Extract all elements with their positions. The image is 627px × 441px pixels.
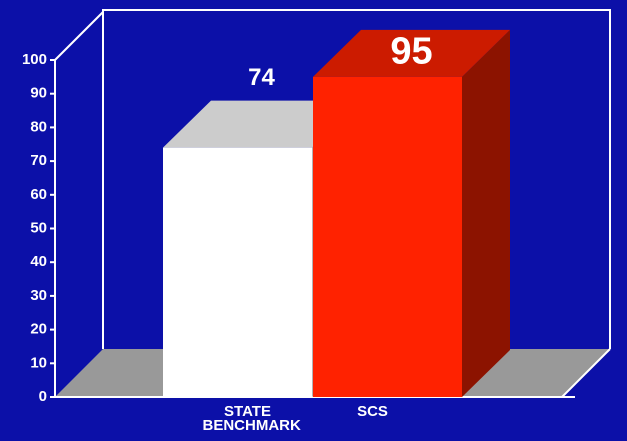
y-tick-label: 50 (30, 219, 47, 236)
y-tick-label: 20 (30, 321, 47, 338)
bar-top (313, 29, 510, 77)
bar (313, 76, 462, 397)
y-tick-label: 0 (39, 388, 47, 405)
y-tick-label: 60 (30, 186, 47, 203)
y-tick-label: 90 (30, 85, 47, 102)
y-tick-label: 30 (30, 287, 47, 304)
bar (163, 147, 312, 397)
y-tick-label: 100 (22, 51, 47, 68)
bar-side (462, 29, 510, 397)
y-tick-label: 70 (30, 152, 47, 169)
value-label: 95 (390, 30, 432, 72)
floor-edge (561, 348, 611, 398)
x-tick-label: STATE BENCHMARK (202, 403, 301, 434)
x-tick-label: SCS (357, 403, 388, 420)
axis-edge (54, 11, 104, 61)
y-tick-label: 10 (30, 354, 47, 371)
value-label: 74 (248, 64, 275, 91)
y-tick-label: 80 (30, 118, 47, 135)
back-wall (102, 9, 611, 349)
bar-top (163, 100, 360, 148)
y-tick-label: 40 (30, 253, 47, 270)
